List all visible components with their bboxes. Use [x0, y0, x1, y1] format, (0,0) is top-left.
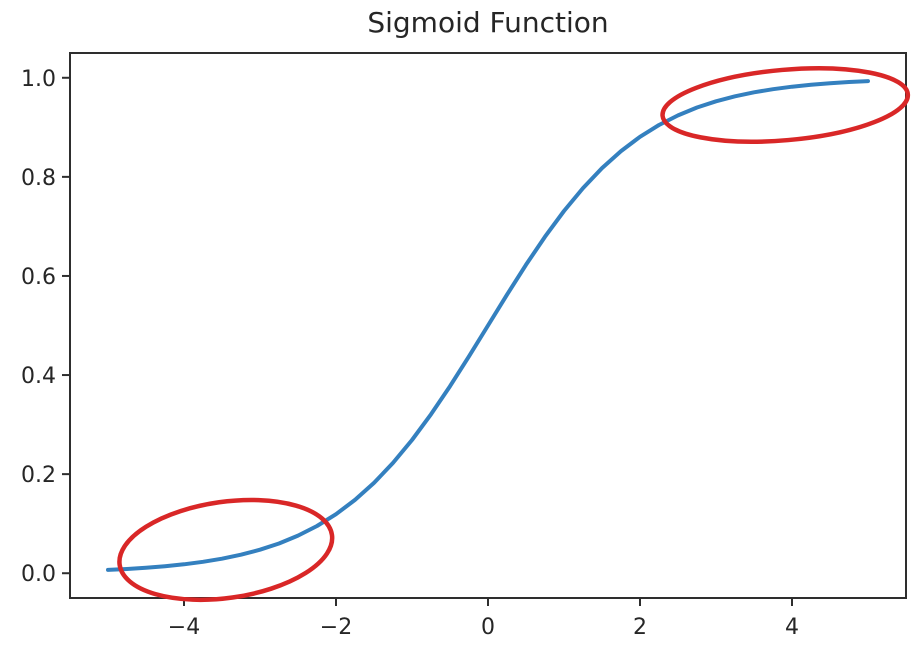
y-tick-label: 0.8 [21, 166, 56, 191]
y-tick-label: 0.6 [21, 265, 56, 290]
y-tick-label: 0.4 [21, 364, 56, 389]
x-tick-label: 0 [481, 615, 495, 640]
y-tick-label: 0.2 [21, 463, 56, 488]
chart-title: Sigmoid Function [367, 6, 609, 39]
annotation-ellipse-top-right [660, 66, 911, 144]
x-tick-label: −4 [168, 615, 200, 640]
y-tick-label: 1.0 [21, 67, 56, 92]
x-tick-label: −2 [320, 615, 352, 640]
x-tick-label: 4 [785, 615, 799, 640]
annotation-ellipse-bottom-left [117, 497, 335, 603]
y-tick-label: 0.0 [21, 562, 56, 587]
x-tick-label: 2 [633, 615, 647, 640]
sigmoid-curve [106, 79, 870, 572]
